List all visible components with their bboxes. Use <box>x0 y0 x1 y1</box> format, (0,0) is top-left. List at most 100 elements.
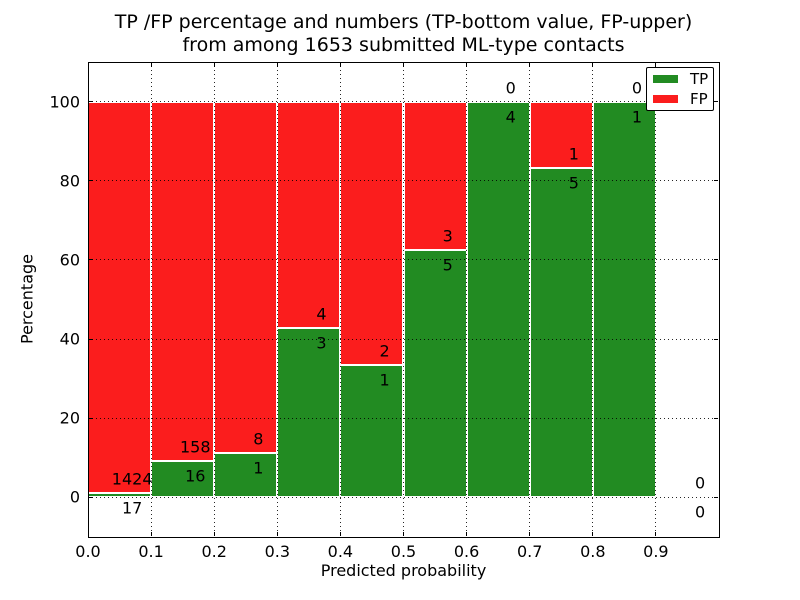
tp-legend-label: TP <box>690 69 709 88</box>
fp-count-label: 0 <box>631 78 643 98</box>
y-tick-label: 100 <box>49 92 80 112</box>
tp-count-label: 16 <box>185 466 206 486</box>
tp-bar-segment <box>466 101 530 498</box>
fp-count-label: 8 <box>253 429 264 449</box>
chart-title-line-2: from among 1653 submitted ML-type contac… <box>182 33 625 56</box>
fp-count-label: 2 <box>379 341 390 361</box>
chart-title: TP /FP percentage and numbers (TP-bottom… <box>88 11 719 56</box>
fp-count-label: 158 <box>179 437 211 457</box>
y-tick <box>89 496 93 498</box>
fp-bar-segment <box>151 101 215 461</box>
x-tick <box>213 532 215 536</box>
x-tick <box>403 532 404 536</box>
x-gridline <box>403 62 404 537</box>
tp-bar-segment <box>277 327 341 498</box>
tp-count-label: 3 <box>316 333 327 353</box>
x-axis-label: Predicted probability <box>320 561 487 580</box>
y-gridline <box>88 417 719 419</box>
x-gridline <box>339 62 341 537</box>
y-tick <box>89 180 93 182</box>
tp-count-label: 1 <box>631 107 643 127</box>
fp-bar-segment <box>529 101 593 168</box>
x-tick <box>213 63 215 67</box>
y-gridline <box>88 101 719 103</box>
legend-entry-tp: TP <box>647 69 713 89</box>
tp-count-label: 5 <box>442 255 453 275</box>
tp-count-label: 0 <box>694 502 706 522</box>
x-tick <box>466 63 468 67</box>
y-tick <box>714 417 718 419</box>
x-tick <box>87 532 89 536</box>
tp-count-label: 17 <box>121 498 143 518</box>
x-gridline <box>592 62 594 537</box>
x-tick-label: 0.6 <box>453 542 480 561</box>
y-tick <box>89 101 93 103</box>
x-tick-label: 0.9 <box>643 542 669 561</box>
tp-count-label: 5 <box>568 173 579 193</box>
y-tick <box>89 338 93 340</box>
x-tick-label: 0.2 <box>201 542 227 561</box>
y-tick-label: 20 <box>59 408 80 428</box>
y-gridline <box>88 338 719 340</box>
x-gridline <box>276 62 278 537</box>
y-tick <box>714 101 718 103</box>
fp-count-label: 0 <box>694 473 706 493</box>
y-gridline <box>88 259 719 261</box>
x-gridline <box>529 62 531 537</box>
tp-count-label: 1 <box>253 458 264 478</box>
tp-count-label: 1 <box>379 370 390 390</box>
x-gridline <box>150 62 152 537</box>
x-tick <box>87 63 89 67</box>
x-tick-label: 0.5 <box>390 542 417 561</box>
tp-bar-segment <box>340 365 404 498</box>
y-tick <box>714 338 718 340</box>
fp-bar-segment <box>403 101 467 251</box>
fp-count-label: 3 <box>442 226 453 246</box>
x-tick-label: 0.7 <box>516 542 543 561</box>
x-tick <box>655 532 657 536</box>
legend: TP FP <box>646 67 714 111</box>
y-tick <box>714 180 718 182</box>
x-tick <box>655 63 657 67</box>
tp-bar-segment <box>529 167 593 498</box>
x-tick <box>276 532 278 536</box>
y-gridline <box>88 180 719 182</box>
tp-bar-segment <box>403 250 467 498</box>
x-tick <box>592 63 594 67</box>
y-gridline <box>88 496 719 498</box>
x-tick <box>592 532 594 536</box>
x-tick-label: 0.1 <box>138 542 164 561</box>
tp-bar-segment <box>592 101 656 498</box>
x-gridline <box>655 62 657 537</box>
x-tick-label: 0.4 <box>327 542 354 561</box>
fp-count-label: 1424 <box>111 469 153 489</box>
x-tick <box>339 532 341 536</box>
y-tick-label: 60 <box>59 250 80 270</box>
x-tick <box>339 63 341 67</box>
tp-bar-segment <box>151 461 215 498</box>
fp-bar-segment <box>277 101 341 328</box>
y-tick <box>89 259 93 261</box>
x-gridline <box>213 62 215 537</box>
fp-legend-label: FP <box>690 89 708 108</box>
fp-bar-segment <box>214 101 278 454</box>
fp-bar-segment <box>88 101 152 493</box>
x-tick <box>529 63 531 67</box>
fp-swatch-icon <box>653 95 678 103</box>
y-tick-label: 40 <box>59 329 80 349</box>
fp-count-label: 0 <box>505 78 516 98</box>
x-tick <box>529 532 531 536</box>
fp-bar-segment <box>340 101 404 366</box>
tp-swatch-icon <box>653 75 678 83</box>
x-tick-label: 0.3 <box>264 542 291 561</box>
y-tick <box>89 417 93 419</box>
x-tick <box>403 63 404 67</box>
y-tick <box>714 496 718 498</box>
x-tick <box>150 532 152 536</box>
fp-count-label: 1 <box>568 144 579 164</box>
y-tick <box>714 259 718 261</box>
legend-entry-fp: FP <box>647 89 713 109</box>
x-gridline <box>466 62 468 537</box>
tp-count-label: 4 <box>505 107 516 127</box>
